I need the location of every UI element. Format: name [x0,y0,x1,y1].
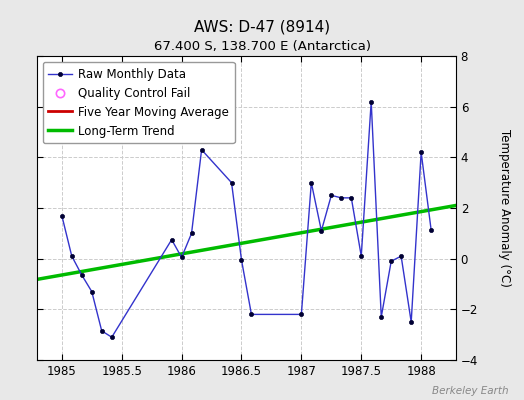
Raw Monthly Data [169,237,175,242]
Raw Monthly Data [338,196,344,200]
Raw Monthly Data [398,254,405,258]
Raw Monthly Data [99,328,105,333]
Raw Monthly Data [189,231,195,236]
Raw Monthly Data [318,228,324,233]
Text: 67.400 S, 138.700 E (Antarctica): 67.400 S, 138.700 E (Antarctica) [154,40,370,53]
Raw Monthly Data [228,180,235,185]
Raw Monthly Data [248,312,255,317]
Raw Monthly Data [408,320,414,324]
Text: AWS: D-47 (8914): AWS: D-47 (8914) [194,20,330,35]
Raw Monthly Data [238,258,245,262]
Raw Monthly Data [368,99,374,104]
Text: Berkeley Earth: Berkeley Earth [432,386,508,396]
Raw Monthly Data [59,213,65,218]
Raw Monthly Data [199,147,205,152]
Raw Monthly Data [378,314,385,319]
Raw Monthly Data [79,273,85,278]
Raw Monthly Data [358,254,364,258]
Line: Raw Monthly Data: Raw Monthly Data [60,100,433,339]
Raw Monthly Data [89,289,95,294]
Raw Monthly Data [328,193,334,198]
Raw Monthly Data [108,335,115,340]
Raw Monthly Data [308,180,314,185]
Raw Monthly Data [428,227,434,232]
Y-axis label: Temperature Anomaly (°C): Temperature Anomaly (°C) [498,129,510,287]
Raw Monthly Data [69,254,75,258]
Raw Monthly Data [418,150,424,155]
Raw Monthly Data [388,259,395,264]
Legend: Raw Monthly Data, Quality Control Fail, Five Year Moving Average, Long-Term Tren: Raw Monthly Data, Quality Control Fail, … [42,62,235,144]
Raw Monthly Data [179,255,185,260]
Raw Monthly Data [298,312,304,317]
Raw Monthly Data [348,196,354,200]
